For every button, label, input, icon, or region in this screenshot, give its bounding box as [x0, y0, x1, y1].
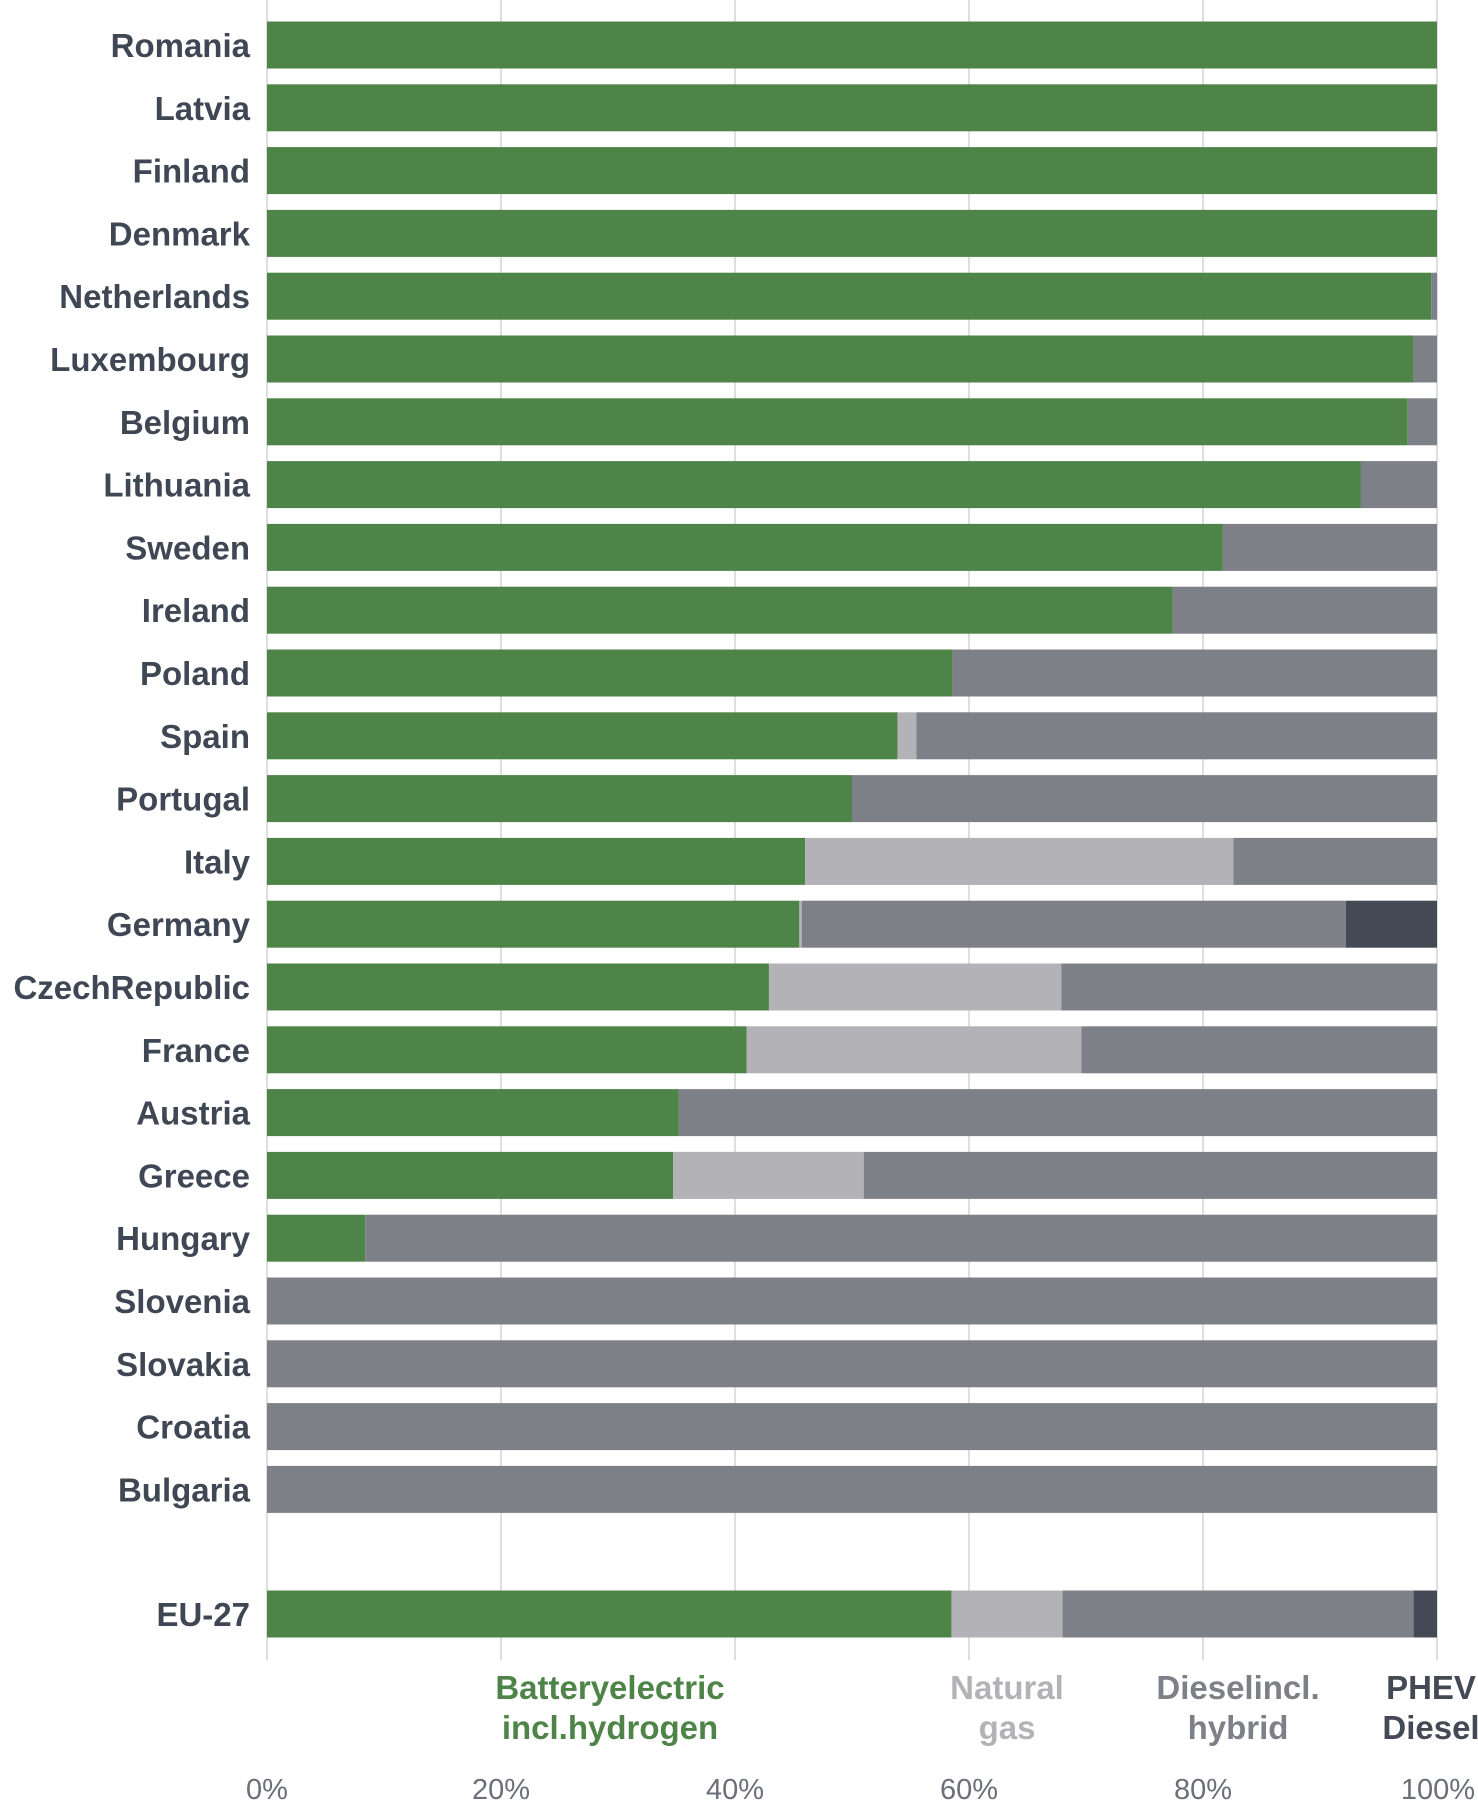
bar-eu-27-batteryelectric-incl-hydrogen	[267, 1590, 952, 1638]
category-label-latvia: Latvia	[155, 90, 251, 127]
bar-ireland-batteryelectric-incl-hydrogen	[267, 586, 1173, 634]
category-label-poland: Poland	[140, 655, 250, 692]
category-label-lithuania: Lithuania	[103, 467, 250, 504]
bar-greece-dieselincl-hybrid	[863, 1151, 1437, 1199]
bar-netherlands-batteryelectric-incl-hydrogen	[267, 272, 1432, 320]
bar-italy-natural-gas	[805, 837, 1234, 885]
bar-italy-batteryelectric-incl-hydrogen	[267, 837, 806, 885]
bar-germany-batteryelectric-incl-hydrogen	[267, 900, 800, 948]
bar-germany-dieselincl-hybrid	[801, 900, 1346, 948]
category-label-portugal: Portugal	[116, 781, 250, 818]
bar-czechrepublic-batteryelectric-incl-hydrogen	[267, 963, 769, 1011]
category-label-slovenia: Slovenia	[114, 1283, 250, 1320]
bar-hungary-dieselincl-hybrid	[365, 1214, 1437, 1262]
category-label-spain: Spain	[160, 718, 250, 755]
bar-austria-batteryelectric-incl-hydrogen	[267, 1089, 679, 1137]
category-label-france: France	[142, 1032, 250, 1069]
category-labels: Romania Latvia Finland Denmark Netherlands Lu…	[13, 27, 250, 1633]
bar-greece-natural-gas	[672, 1151, 864, 1199]
bar-hungary-batteryelectric-incl-hydrogen	[267, 1214, 366, 1262]
category-label-italy: Italy	[184, 843, 251, 880]
bar-spain-batteryelectric-incl-hydrogen	[267, 712, 898, 760]
category-label-slovakia: Slovakia	[116, 1346, 251, 1383]
bar-slovenia-dieselincl-hybrid	[267, 1277, 1437, 1325]
category-label-austria: Austria	[136, 1095, 250, 1132]
bar-portugal-batteryelectric-incl-hydrogen	[267, 775, 852, 823]
bar-lithuania-dieselincl-hybrid	[1360, 461, 1437, 509]
bar-france-dieselincl-hybrid	[1081, 1026, 1437, 1074]
bar-latvia-batteryelectric-incl-hydrogen	[267, 84, 1437, 132]
bar-ireland-dieselincl-hybrid	[1172, 586, 1437, 634]
bar-luxembourg-dieselincl-hybrid	[1413, 335, 1437, 383]
bar-bulgaria-dieselincl-hybrid	[267, 1465, 1437, 1513]
bar-portugal-dieselincl-hybrid	[852, 775, 1437, 823]
category-label-bulgaria: Bulgaria	[118, 1471, 251, 1508]
bar-sweden-dieselincl-hybrid	[1222, 523, 1437, 571]
bar-czechrepublic-natural-gas	[768, 963, 1062, 1011]
bar-czechrepublic-dieselincl-hybrid	[1061, 963, 1437, 1011]
x-tick-label-100: 100%	[1401, 1774, 1475, 1806]
bar-germany-phev-diesel	[1345, 900, 1437, 948]
category-label-eu-27: EU-27	[156, 1596, 250, 1633]
category-label-netherlands: Netherlands	[59, 278, 250, 315]
category-label-luxembourg: Luxembourg	[50, 341, 250, 378]
bar-poland-batteryelectric-incl-hydrogen	[267, 649, 953, 697]
bar-italy-dieselincl-hybrid	[1233, 837, 1437, 885]
bar-france-batteryelectric-incl-hydrogen	[267, 1026, 747, 1074]
bar-eu-27-natural-gas	[951, 1590, 1063, 1638]
bar-spain-dieselincl-hybrid	[916, 712, 1437, 760]
x-tick-label-40: 40%	[706, 1774, 764, 1806]
bar-france-natural-gas	[746, 1026, 1082, 1074]
bar-romania-batteryelectric-incl-hydrogen	[267, 21, 1437, 69]
bar-lithuania-batteryelectric-incl-hydrogen	[267, 461, 1361, 509]
bar-netherlands-dieselincl-hybrid	[1431, 272, 1437, 320]
legend-label-natural-gas: Natural gas	[950, 1669, 1064, 1746]
category-label-greece: Greece	[138, 1157, 250, 1194]
x-axis-tick-labels: 0% 20% 40% 60% 80% 100%	[246, 1774, 1475, 1806]
category-label-hungary: Hungary	[116, 1220, 251, 1257]
category-label-czechrepublic: CzechRepublic	[13, 969, 250, 1006]
legend-label-batteryelectric-incl-hydrogen: Batteryelectric incl.hydrogen	[495, 1669, 724, 1746]
x-tick-label-60: 60%	[940, 1774, 998, 1806]
bar-spain-natural-gas	[897, 712, 917, 760]
bar-eu-27-dieselincl-hybrid	[1062, 1590, 1414, 1638]
bar-austria-dieselincl-hybrid	[678, 1089, 1437, 1137]
bar-belgium-batteryelectric-incl-hydrogen	[267, 398, 1408, 446]
category-label-sweden: Sweden	[125, 529, 250, 566]
category-label-germany: Germany	[107, 906, 251, 943]
x-tick-label-80: 80%	[1174, 1774, 1232, 1806]
bar-croatia-dieselincl-hybrid	[267, 1403, 1437, 1451]
category-label-ireland: Ireland	[142, 592, 250, 629]
bar-greece-batteryelectric-incl-hydrogen	[267, 1151, 673, 1199]
bar-poland-dieselincl-hybrid	[952, 649, 1437, 697]
bar-sweden-batteryelectric-incl-hydrogen	[267, 523, 1223, 571]
bar-germany-natural-gas	[799, 900, 802, 948]
legend-label-dieselincl-hybrid: Dieselincl. hybrid	[1156, 1669, 1319, 1746]
bar-denmark-batteryelectric-incl-hydrogen	[267, 209, 1437, 257]
legend-label-phev-diesel: PHEV Diesel	[1382, 1669, 1478, 1746]
category-label-finland: Finland	[133, 153, 250, 190]
x-tick-label-20: 20%	[472, 1774, 530, 1806]
category-label-denmark: Denmark	[109, 215, 251, 252]
bars	[267, 21, 1437, 1638]
category-label-croatia: Croatia	[136, 1409, 250, 1446]
category-label-romania: Romania	[111, 27, 251, 64]
bar-eu-27-phev-diesel	[1413, 1590, 1437, 1638]
bar-finland-batteryelectric-incl-hydrogen	[267, 147, 1437, 195]
bar-belgium-dieselincl-hybrid	[1407, 398, 1437, 446]
legend: Batteryelectric incl.hydrogen Natural gas Di…	[495, 1669, 1478, 1746]
category-label-belgium: Belgium	[120, 404, 250, 441]
x-tick-label-0: 0%	[246, 1774, 288, 1806]
bar-luxembourg-batteryelectric-incl-hydrogen	[267, 335, 1414, 383]
bar-slovakia-dieselincl-hybrid	[267, 1340, 1437, 1388]
